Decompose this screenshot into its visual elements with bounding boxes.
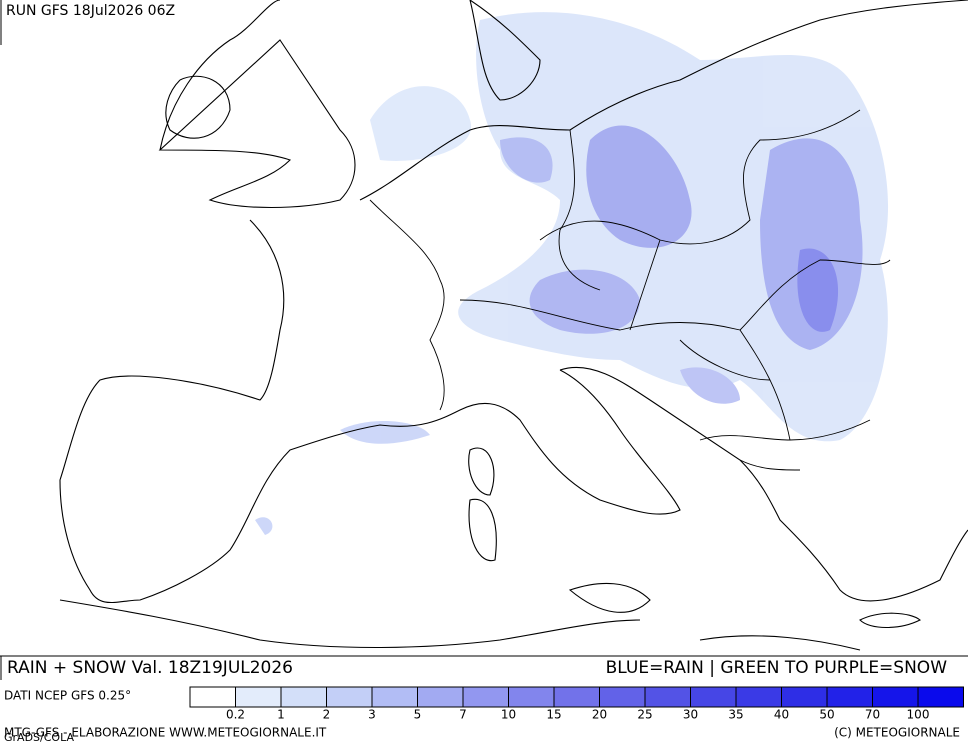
coastline [59,219,681,603]
coastlines [59,0,968,651]
island [568,582,922,628]
colorbar-box [917,686,964,708]
colorbar-box [826,686,873,708]
footer-left: MTG-GFS - ELABORAZIONE WWW.METEOGIORNALE… [4,726,327,740]
coastline [559,366,968,602]
rain-area [370,86,472,161]
rain-area [340,420,430,444]
colorbar-label: 3 [368,708,376,722]
colorbar-label: 5 [414,708,422,722]
footer-right: (C) METEOGIORNALE [834,726,960,740]
colorbar-box [872,686,919,708]
colorbar-label: 30 [683,708,698,722]
colorbar-label: 7 [459,708,467,722]
colorbar-box [417,686,464,708]
colorbar-label: 50 [819,708,834,722]
colorbar-label: 0.2 [226,708,245,722]
coastline [165,75,231,139]
colorbar-label: 70 [865,708,880,722]
rain-area [680,367,740,404]
colorbar-label: 2 [323,708,331,722]
coastline [359,0,968,201]
border [459,259,891,331]
rain-area [255,517,273,535]
colorbar-box [235,686,282,708]
precipitation [255,12,889,535]
caption-right: BLUE=RAIN | GREEN TO PURPLE=SNOW [606,658,948,678]
colorbar-label: 10 [501,708,516,722]
run-label: RUN GFS 18Jul2026 06Z [6,3,175,19]
colorbar-label: 100 [907,708,930,722]
colorbar-box [371,686,418,708]
colorbar-label: 40 [774,708,789,722]
colorbar-box [189,686,236,708]
colorbar-label: 35 [728,708,743,722]
colorbar-box [735,686,782,708]
colorbar-box [326,686,373,708]
footer-overlap: GrADS/COLA [4,731,74,744]
coastline [158,0,356,209]
island [468,447,497,562]
colorbar-box [690,686,737,708]
coastline [59,599,861,651]
borders [369,109,891,471]
source-label: DATI NCEP GFS 0.25° [4,689,131,703]
rain-area [500,137,553,183]
colorbar: 0.2 1 2 3 5 7 10 15 20 25 30 35 40 50 70 100 [189,686,964,722]
colorbar-box [644,686,691,708]
rain-area [529,269,640,334]
colorbar-label: 20 [592,708,607,722]
border [539,109,861,245]
colorbar-box [781,686,828,708]
rain-area [797,248,839,332]
colorbar-label: 15 [546,708,561,722]
colorbar-box [508,686,555,708]
rain-area [586,125,692,248]
colorbar-box [553,686,600,708]
colorbar-box [280,686,327,708]
colorbar-box [599,686,646,708]
caption-left: RAIN + SNOW Val. 18Z19JUL2026 [7,658,293,678]
colorbar-label: 1 [277,708,285,722]
colorbar-box [462,686,509,708]
colorbar-label: 25 [637,708,652,722]
coastline [469,0,541,101]
border [369,199,445,411]
border [699,419,871,471]
border [558,129,791,441]
